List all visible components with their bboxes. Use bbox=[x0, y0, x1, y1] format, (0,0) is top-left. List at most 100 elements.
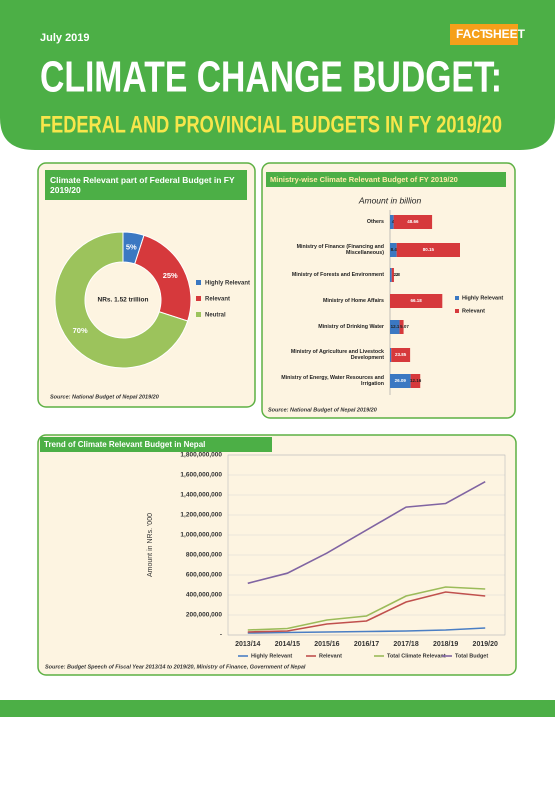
category-label: Ministry of Drinking Water bbox=[318, 323, 384, 330]
bar bbox=[390, 374, 411, 388]
y-tick-label: 1,400,000,000 bbox=[180, 492, 222, 499]
x-tick-label: 2013/14 bbox=[235, 641, 260, 648]
pie-slice bbox=[54, 231, 189, 369]
line-series bbox=[247, 586, 486, 631]
legend-swatch bbox=[455, 296, 459, 300]
category-label-box: Others bbox=[366, 218, 384, 225]
category-label-box: Ministry of Home Affairs bbox=[322, 297, 384, 304]
value-label: 70% bbox=[73, 326, 88, 335]
category-label-box: Ministry of Drinking Water bbox=[318, 323, 384, 330]
date: July 2019 bbox=[40, 32, 90, 44]
value-label: 8.42 bbox=[391, 247, 400, 252]
bar bbox=[393, 215, 433, 229]
value-label: 5.07 bbox=[400, 324, 409, 329]
y-tick-label: 800,000,000 bbox=[186, 552, 223, 559]
category-label: Ministry of Home Affairs bbox=[322, 297, 384, 304]
legend-label: Highly Relevant bbox=[205, 281, 250, 287]
plot-frame bbox=[227, 454, 506, 636]
line-series bbox=[247, 627, 486, 634]
legend-label: Highly Relevant bbox=[251, 653, 292, 659]
panel bbox=[261, 162, 516, 419]
value-label: 26.09 bbox=[395, 378, 407, 383]
y-tick-label: 600,000,000 bbox=[186, 572, 223, 579]
x-tick-label: 2017/18 bbox=[393, 641, 418, 648]
charts: Climate Relevant part of Federal Budget … bbox=[40, 170, 506, 670]
bar bbox=[390, 294, 443, 308]
header-band bbox=[0, 0, 555, 150]
axis-title: Amount in billion bbox=[358, 195, 422, 205]
category-label: Ministry of Finance (Financing and Misce… bbox=[296, 243, 384, 256]
bar bbox=[390, 268, 392, 282]
category-label: Ministry of Forests and Environment bbox=[291, 271, 384, 278]
title-ribbon bbox=[40, 437, 272, 452]
legend-swatch bbox=[196, 280, 201, 285]
x-tick-label: 2018/19 bbox=[433, 641, 458, 648]
title-ribbon bbox=[45, 170, 247, 200]
category-label-box: Ministry of Energy, Water Resources and … bbox=[281, 374, 384, 387]
bar bbox=[390, 320, 400, 334]
bar bbox=[391, 268, 394, 282]
category-label: Ministry of Energy, Water Resources and … bbox=[281, 374, 384, 387]
line-series bbox=[247, 480, 486, 585]
title: CLIMATE CHANGE BUDGET: bbox=[40, 53, 502, 102]
y-tick-label: 200,000,000 bbox=[186, 612, 223, 619]
y-tick-label: 1,000,000,000 bbox=[180, 532, 222, 539]
legend-label: Neutral bbox=[205, 313, 226, 319]
y-tick-label: 1,800,000,000 bbox=[180, 452, 222, 459]
value-label: 66.18 bbox=[411, 298, 423, 303]
value-label: 12.1 bbox=[391, 324, 400, 329]
y-axis-title: Amount in NRs. '000 bbox=[147, 513, 154, 577]
bar bbox=[396, 243, 460, 257]
x-tick-label: 2015/16 bbox=[314, 641, 339, 648]
source: Source: National Budget of Nepal 2019/20 bbox=[268, 407, 377, 413]
footer-band bbox=[0, 700, 555, 717]
badge-right: SHEET bbox=[485, 27, 526, 41]
value-label: 5% bbox=[126, 243, 137, 252]
value-label: 48.66 bbox=[407, 219, 419, 224]
bar bbox=[410, 374, 421, 388]
bar bbox=[390, 348, 392, 362]
badge bbox=[450, 24, 518, 45]
panel-title-box: Ministry-wise Climate Relevant Budget of… bbox=[270, 175, 458, 184]
legend-label: Relevant bbox=[462, 308, 485, 314]
category-label-box: Ministry of Forests and Environment bbox=[291, 271, 384, 278]
x-tick-label: 2016/17 bbox=[354, 641, 379, 648]
bar bbox=[391, 348, 411, 362]
legend-label: Relevant bbox=[319, 653, 342, 659]
bar bbox=[390, 215, 394, 229]
legend-label: Relevant bbox=[205, 297, 230, 303]
x-tick-label: 2014/15 bbox=[275, 641, 300, 648]
subtitle: FEDERAL AND PROVINCIAL BUDGETS IN FY 201… bbox=[40, 111, 502, 138]
panel-title-box: Climate Relevant part of Federal Budget … bbox=[50, 175, 235, 195]
x-tick-label: 2019/20 bbox=[473, 641, 498, 648]
value-label: 80.15 bbox=[423, 247, 435, 252]
source: Source: Budget Speech of Fiscal Year 201… bbox=[45, 664, 306, 670]
value-label: 12.16 bbox=[410, 378, 422, 383]
y-tick-label: 400,000,000 bbox=[186, 592, 223, 599]
legend-swatch bbox=[196, 296, 201, 301]
center-label: NRs. 1.52 trillion bbox=[98, 297, 149, 304]
y-tick-label: 1,600,000,000 bbox=[180, 472, 222, 479]
bar bbox=[399, 320, 404, 334]
panel-title: Trend of Climate Relevant Budget in Nepa… bbox=[44, 440, 206, 449]
category-label: Others bbox=[366, 218, 384, 225]
category-label-box: Ministry of Agriculture and Livestock De… bbox=[290, 348, 384, 361]
value-label: 2.2 bbox=[392, 272, 399, 277]
badge-left: FACT bbox=[456, 27, 488, 41]
panel-title: Ministry-wise Climate Relevant Budget of… bbox=[270, 175, 458, 184]
legend-label: Total Budget bbox=[455, 653, 488, 659]
y-tick-label: 1,200,000,000 bbox=[180, 512, 222, 519]
bar bbox=[390, 243, 397, 257]
source: Source: National Budget of Nepal 2019/20 bbox=[50, 394, 159, 400]
value-label: 2.8 bbox=[394, 272, 401, 277]
category-label: Ministry of Agriculture and Livestock De… bbox=[290, 348, 384, 361]
legend-label: Highly Relevant bbox=[462, 295, 503, 301]
line-series bbox=[247, 591, 486, 633]
legend-label: Total Climate Relevant bbox=[387, 653, 446, 659]
title-ribbon bbox=[266, 172, 506, 187]
y-tick-label: - bbox=[220, 632, 222, 639]
value-label: 23.85 bbox=[395, 352, 407, 357]
panel-title-box: Trend of Climate Relevant Budget in Nepa… bbox=[44, 440, 206, 449]
category-label-box: Ministry of Finance (Financing and Misce… bbox=[296, 243, 384, 256]
